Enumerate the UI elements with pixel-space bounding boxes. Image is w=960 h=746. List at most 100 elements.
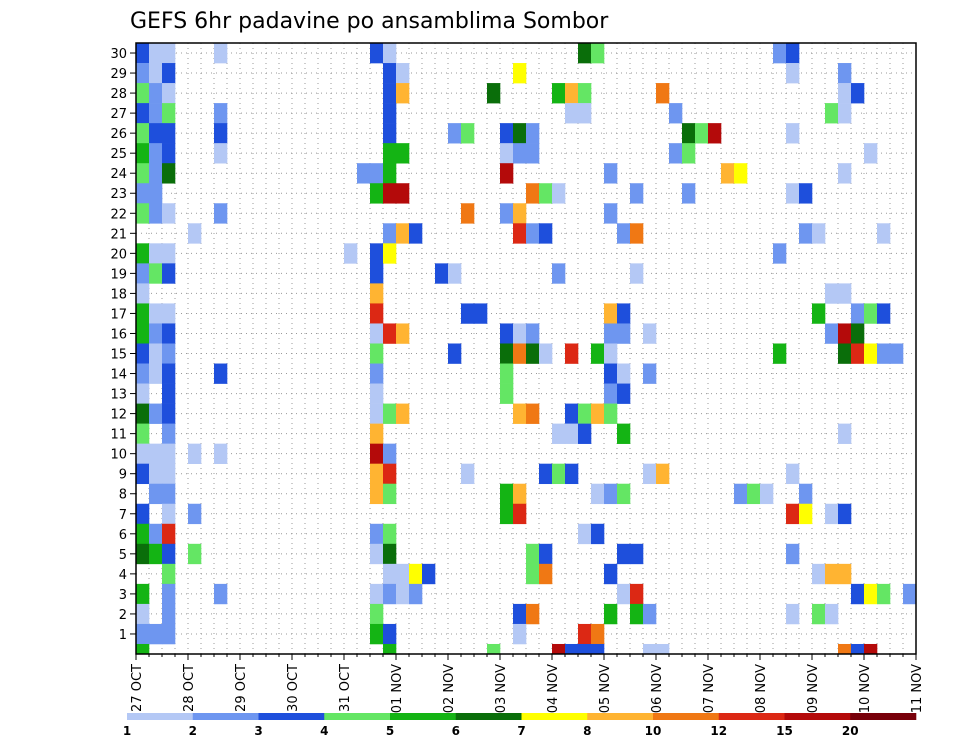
heatmap-cell <box>461 303 475 324</box>
heatmap-cell <box>214 43 228 64</box>
heatmap-cell <box>383 583 397 605</box>
heatmap-cell <box>149 83 163 104</box>
x-tick-label: 10 NOV <box>858 664 873 713</box>
heatmap-cell <box>604 483 618 505</box>
y-tick-label: 30 <box>110 47 127 62</box>
y-tick-label: 28 <box>110 87 127 102</box>
heatmap-cell <box>526 563 540 585</box>
heatmap-cell <box>877 343 891 364</box>
heatmap-cell <box>136 643 150 655</box>
colorbar-label: 20 <box>842 724 859 738</box>
heatmap-cell <box>383 323 397 344</box>
heatmap-cell <box>682 183 696 204</box>
heatmap-cell <box>591 623 605 645</box>
heatmap-cell <box>578 43 592 64</box>
colorbar-swatch <box>324 713 391 720</box>
heatmap-cell <box>669 143 683 164</box>
chart-title: GEFS 6hr padavine po ansamblima Sombor <box>130 9 609 34</box>
heatmap-cell <box>526 143 540 164</box>
heatmap-cell <box>136 423 150 444</box>
heatmap-cell <box>526 403 540 424</box>
heatmap-cell <box>604 303 618 324</box>
colorbar-swatch <box>390 713 457 720</box>
heatmap-cell <box>851 303 865 324</box>
heatmap-cell <box>513 343 527 364</box>
heatmap-cell <box>383 103 397 124</box>
heatmap-cell <box>500 483 514 505</box>
heatmap-cell <box>162 143 176 164</box>
heatmap-cell <box>357 163 371 184</box>
heatmap-cell <box>799 503 813 525</box>
heatmap-cell <box>565 343 579 364</box>
heatmap-cell <box>812 603 826 625</box>
heatmap-cell <box>552 463 566 485</box>
heatmap-cell <box>500 323 514 344</box>
y-tick-label: 19 <box>110 267 127 282</box>
colorbar: 1 2 3 4 5 6 7 8 10 12 15 20 <box>123 713 917 738</box>
heatmap-cell <box>162 623 176 645</box>
heatmap-cell <box>604 403 618 424</box>
heatmap-cell <box>370 523 384 545</box>
heatmap-cell <box>162 583 176 605</box>
heatmap-cell <box>162 403 176 424</box>
heatmap-cell <box>513 123 527 144</box>
heatmap-cell <box>162 203 176 224</box>
heatmap-cell <box>383 63 397 84</box>
heatmap-cell <box>136 383 150 404</box>
heatmap-cell <box>136 363 150 384</box>
heatmap-cell <box>487 643 501 655</box>
heatmap-cell <box>630 263 644 284</box>
heatmap-cell <box>162 103 176 124</box>
heatmap-cell <box>552 83 566 104</box>
y-tick-label: 25 <box>110 147 127 162</box>
heatmap-cell <box>838 503 852 525</box>
heatmap-cell <box>383 403 397 424</box>
heatmap-cell <box>799 483 813 505</box>
heatmap-cell <box>136 143 150 164</box>
colorbar-label: 15 <box>776 724 793 738</box>
heatmap-cell <box>149 183 163 204</box>
heatmap-cell <box>552 643 566 655</box>
heatmap-cell <box>149 343 163 364</box>
heatmap-cell <box>630 183 644 204</box>
heatmap-cell <box>604 323 618 344</box>
heatmap-cell <box>825 283 839 304</box>
heatmap-cell <box>461 463 475 485</box>
colorbar-swatch <box>718 713 785 720</box>
colorbar-label: 6 <box>452 724 460 738</box>
heatmap-cell <box>851 323 865 344</box>
heatmap-cell <box>136 503 150 525</box>
heatmap-cell <box>396 223 410 244</box>
colorbar-label: 4 <box>320 724 328 738</box>
colorbar-label: 7 <box>517 724 525 738</box>
heatmap-cell <box>162 323 176 344</box>
heatmap-cell <box>136 203 150 224</box>
y-tick-label: 7 <box>119 508 127 523</box>
heatmap-cell <box>448 123 462 144</box>
heatmap-cell <box>773 243 787 264</box>
heatmap-cell <box>864 643 878 655</box>
heatmap-cell <box>604 563 618 585</box>
heatmap-cell <box>149 103 163 124</box>
heatmap-cell <box>864 583 878 605</box>
heatmap-cell <box>617 223 631 244</box>
heatmap-cell <box>162 303 176 324</box>
heatmap-cell <box>383 223 397 244</box>
colorbar-label: 1 <box>123 724 131 738</box>
heatmap-cell <box>513 63 527 84</box>
heatmap-cell <box>188 543 202 565</box>
y-tick-label: 10 <box>110 448 127 463</box>
heatmap-cell <box>396 183 410 204</box>
heatmap-cell <box>383 523 397 545</box>
heatmap-cell <box>383 643 397 655</box>
heatmap-cell <box>188 443 202 464</box>
heatmap-cell <box>136 343 150 364</box>
heatmap-cell <box>370 363 384 384</box>
heatmap-cell <box>383 243 397 264</box>
colorbar-label: 2 <box>189 724 197 738</box>
heatmap-cell <box>578 623 592 645</box>
heatmap-cell <box>786 603 800 625</box>
y-tick-label: 27 <box>110 107 127 122</box>
heatmap-cell <box>149 363 163 384</box>
heatmap-cell <box>786 183 800 204</box>
